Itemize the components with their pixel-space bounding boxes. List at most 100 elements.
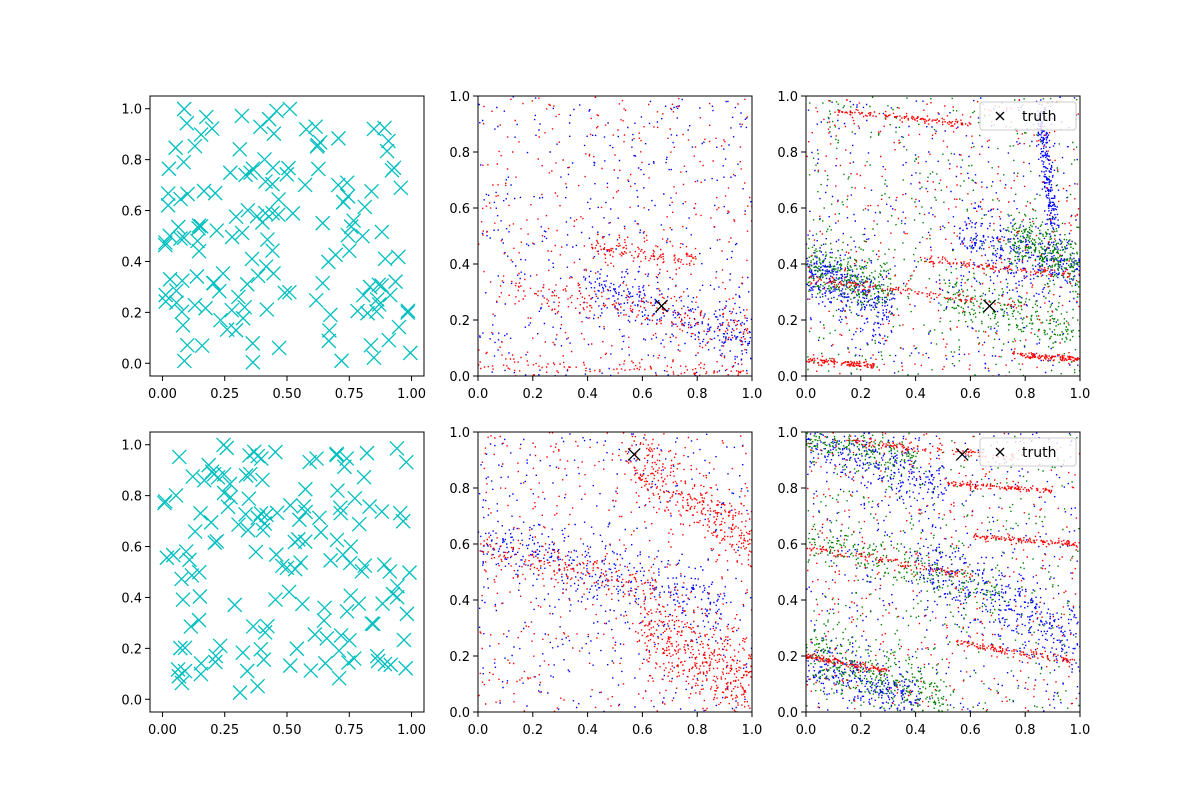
scatter-point bbox=[160, 197, 176, 213]
scatter-point bbox=[351, 516, 367, 532]
scatter-point bbox=[330, 177, 346, 193]
scatter-point bbox=[316, 613, 332, 629]
x-tick-label: 0.50 bbox=[273, 723, 302, 738]
scatter-point bbox=[267, 444, 283, 460]
x-tick-label: 1.00 bbox=[397, 387, 426, 402]
y-tick-label: 0.6 bbox=[449, 538, 470, 553]
scatter-point bbox=[287, 561, 303, 577]
scatter-point bbox=[209, 223, 225, 238]
scatter-point bbox=[255, 472, 270, 488]
y-tick-label: 0.4 bbox=[121, 255, 142, 270]
scatter-point bbox=[375, 596, 391, 612]
scatter-point bbox=[228, 209, 244, 225]
plot-area bbox=[806, 432, 1080, 712]
scatter-point bbox=[259, 232, 275, 247]
scatter-point bbox=[328, 247, 344, 263]
scatter-point bbox=[160, 186, 176, 202]
legend: truth bbox=[979, 437, 1077, 467]
axes-frame bbox=[805, 431, 1081, 713]
scatter-point bbox=[204, 121, 220, 136]
scatter-point bbox=[173, 191, 189, 207]
scatter-point bbox=[244, 251, 260, 267]
scatter-point bbox=[239, 276, 255, 292]
y-tick-label: 0.2 bbox=[121, 306, 142, 321]
scatter-point bbox=[315, 275, 331, 291]
y-tick-label: 0.0 bbox=[777, 370, 798, 385]
scatter-point bbox=[398, 660, 414, 676]
scatter-point bbox=[398, 454, 414, 470]
scatter-point bbox=[193, 666, 209, 682]
scatter-point bbox=[158, 287, 174, 303]
scatter-point bbox=[357, 199, 373, 215]
scatter-point bbox=[281, 160, 296, 176]
scatter-point bbox=[189, 269, 205, 284]
scatter-point bbox=[296, 498, 312, 514]
scatter-point bbox=[184, 567, 200, 583]
scatter-point bbox=[232, 685, 248, 701]
y-tick-label: 0.2 bbox=[449, 314, 470, 329]
chart-panel-bottom-left: 0.00 0.25 0.50 0.75 1.00 0.0 0.2 0.4 0.6 0.8 1.0 bbox=[121, 431, 426, 738]
scatter-point bbox=[365, 616, 381, 632]
legend-marker bbox=[995, 447, 1005, 457]
x-tick-label: 0.6 bbox=[960, 387, 981, 402]
scatter-point bbox=[340, 655, 356, 671]
scatter-point bbox=[268, 547, 284, 563]
scatter-point bbox=[303, 663, 319, 679]
axes-frame bbox=[805, 95, 1081, 377]
scatter-point bbox=[331, 643, 347, 659]
scatter-point bbox=[172, 640, 188, 656]
scatter-point bbox=[240, 522, 256, 538]
y-tick-label: 0.8 bbox=[777, 482, 798, 497]
scatter-point bbox=[222, 476, 238, 492]
scatter-point bbox=[238, 506, 254, 522]
scatter-point bbox=[312, 134, 328, 150]
scatter-point bbox=[171, 449, 187, 465]
scatter-point bbox=[265, 243, 280, 259]
y-tick-label: 0.4 bbox=[777, 594, 798, 609]
scatter-point bbox=[391, 319, 407, 335]
scatter-point bbox=[175, 317, 191, 333]
scatter-point bbox=[317, 655, 333, 671]
scatter-point bbox=[157, 493, 173, 509]
scatter-point bbox=[374, 504, 390, 519]
scatter-point bbox=[196, 183, 212, 199]
y-tick-label: 0.2 bbox=[777, 314, 798, 329]
scatter-point bbox=[178, 544, 194, 560]
y-tick-label: 0.8 bbox=[121, 490, 142, 505]
scatter-point bbox=[192, 589, 208, 604]
series-0 bbox=[478, 96, 752, 376]
truth-marker bbox=[983, 299, 997, 313]
scatter-point bbox=[227, 597, 243, 613]
scatter-point bbox=[298, 121, 314, 137]
scatter-point bbox=[307, 627, 323, 642]
scatter-point bbox=[183, 619, 199, 635]
scatter-point bbox=[231, 517, 246, 533]
series-0 bbox=[156, 437, 417, 701]
scatter-point bbox=[381, 332, 397, 348]
scatter-point bbox=[162, 271, 178, 287]
scatter-point bbox=[268, 592, 283, 608]
x-tick-label: 1.0 bbox=[1070, 387, 1091, 402]
x-tick-label: 0.2 bbox=[850, 387, 871, 402]
y-tick-label: 0.6 bbox=[449, 202, 470, 217]
scatter-point bbox=[340, 227, 356, 243]
y-tick-label: 0.0 bbox=[449, 370, 470, 385]
x-tick-label: 0.0 bbox=[796, 387, 817, 402]
scatter-point bbox=[339, 175, 355, 191]
x-tick-label: 0.0 bbox=[468, 387, 489, 402]
scatter-point bbox=[257, 151, 272, 167]
scatter-point bbox=[176, 101, 192, 117]
y-tick-label: 0.6 bbox=[777, 202, 798, 217]
scatter-point bbox=[282, 658, 298, 674]
scatter-point bbox=[211, 283, 227, 299]
y-tick-label: 0.8 bbox=[449, 482, 470, 497]
scatter-point bbox=[182, 552, 197, 568]
legend-box bbox=[979, 437, 1077, 467]
y-tick-label: 0.4 bbox=[121, 591, 142, 606]
scatter-point bbox=[219, 440, 235, 456]
scatter-point bbox=[190, 233, 205, 249]
x-tick-label: 0.00 bbox=[148, 387, 177, 402]
scatter-point bbox=[279, 166, 295, 182]
scatter-point bbox=[371, 277, 387, 293]
scatter-point bbox=[253, 506, 269, 521]
